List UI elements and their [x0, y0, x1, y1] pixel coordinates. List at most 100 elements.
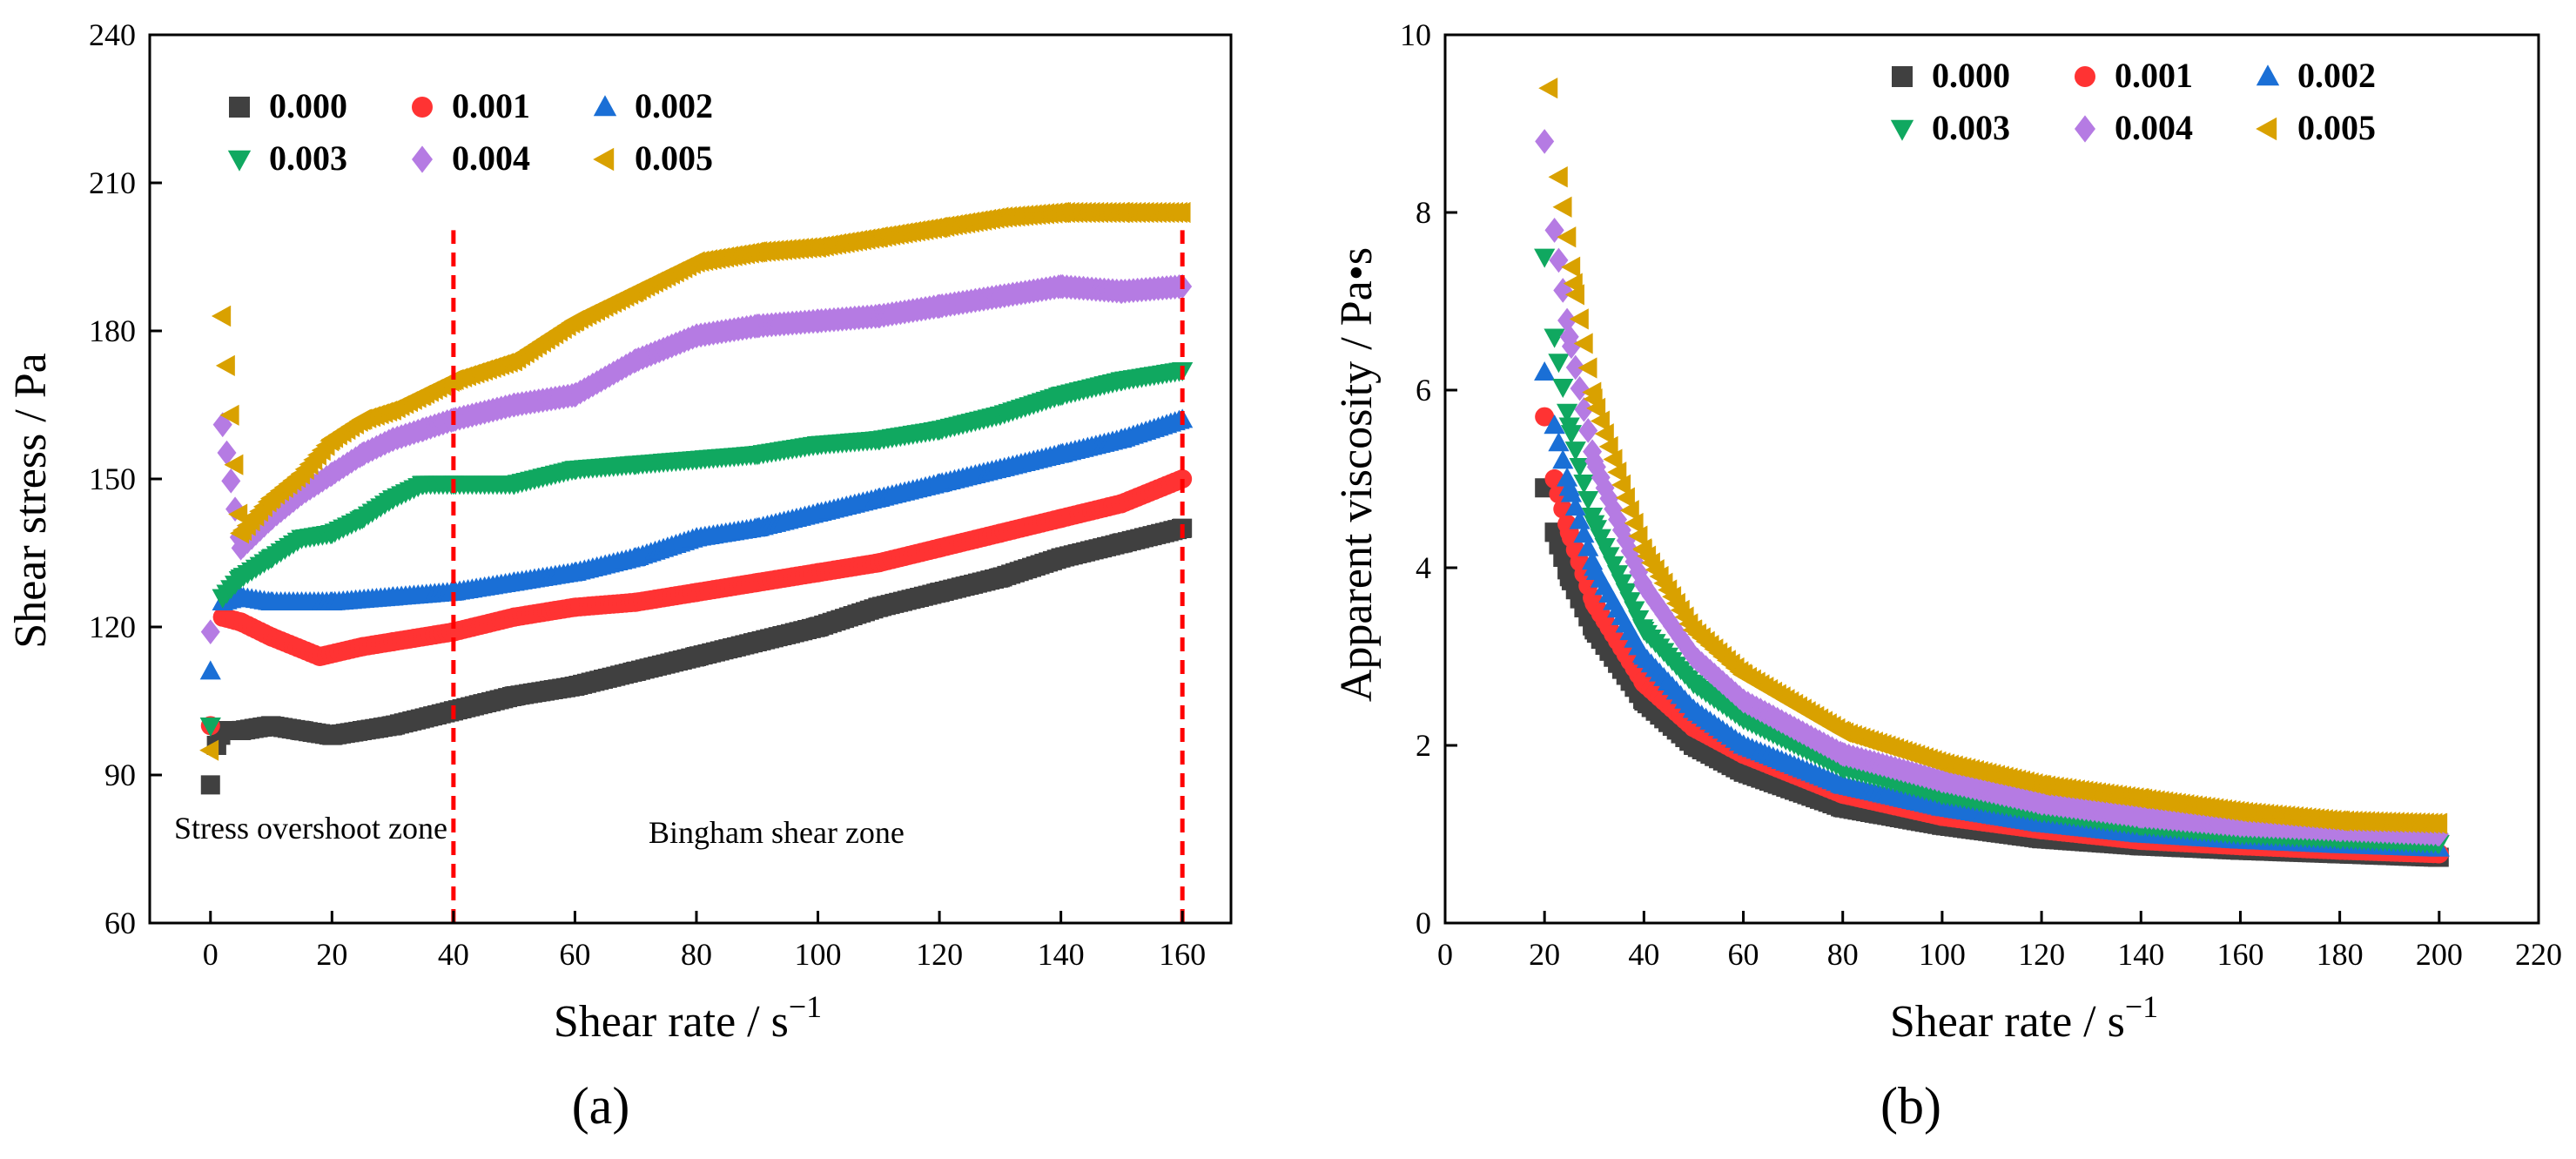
- data-point: [199, 739, 219, 761]
- trail-marker: [224, 454, 244, 475]
- trail-marker: [1549, 247, 1569, 273]
- trail-marker: [1556, 467, 1578, 487]
- legend-item-0.002: 0.002: [2256, 56, 2376, 95]
- trail-marker: [1573, 475, 1595, 495]
- trail-marker: [1624, 549, 1644, 575]
- trail-marker: [1624, 512, 1644, 535]
- data-point: [1534, 361, 1556, 381]
- legend-marker: [227, 150, 252, 172]
- x-tick-label: 80: [1827, 937, 1859, 972]
- trail-marker: [212, 412, 232, 437]
- trail-marker: [1590, 410, 1610, 432]
- legend-marker: [229, 97, 250, 118]
- legend-marker: [593, 95, 617, 117]
- legend-label: 0.004: [2115, 108, 2193, 147]
- y-tick-label: 120: [89, 610, 136, 644]
- series-0.001: [200, 469, 1193, 736]
- legend-item-0.005: 0.005: [593, 138, 713, 178]
- panel-a-label: (a): [572, 1077, 630, 1135]
- trail-marker: [1577, 357, 1597, 379]
- legend-label: 0.003: [269, 138, 347, 178]
- trail-marker: [1598, 435, 1618, 457]
- series-0.002: [199, 408, 1194, 680]
- x-tick-label: 80: [681, 937, 712, 972]
- x-tick-label: 20: [316, 937, 347, 972]
- legend-marker: [412, 97, 433, 118]
- series-0.000: [200, 518, 1193, 795]
- data-point: [1534, 248, 1556, 268]
- legend-marker: [1890, 119, 1914, 141]
- legend-marker: [2075, 66, 2095, 87]
- trail-marker: [1573, 523, 1595, 543]
- y-tick-label: 150: [89, 462, 136, 496]
- legend-label: 0.001: [2115, 56, 2193, 95]
- trail-marker: [1561, 334, 1581, 360]
- y-tick-label: 90: [104, 758, 136, 792]
- y-tick-label: 6: [1416, 373, 1431, 408]
- legend-item-0.004: 0.004: [2075, 108, 2193, 147]
- trail-marker: [1544, 328, 1565, 348]
- legend-item-0.004: 0.004: [412, 138, 530, 178]
- trail-marker: [217, 440, 237, 466]
- legend-item-0.000: 0.000: [1892, 56, 2010, 95]
- y-tick-label: 8: [1416, 195, 1431, 230]
- trail-marker: [1573, 333, 1593, 354]
- data-point: [200, 619, 220, 644]
- data-point: [1538, 77, 1558, 99]
- panel-b-x-axis-title: Shear rate / s−1: [1890, 989, 2158, 1047]
- panel-b-x-ticks: 0 20 40 60 80 100 120 140 160 180 200 220: [1437, 911, 2562, 972]
- legend-marker: [593, 147, 615, 172]
- trail-marker: [1569, 509, 1591, 529]
- y-tick-label: 0: [1416, 906, 1431, 940]
- legend-label: 0.003: [1932, 108, 2010, 147]
- trail-marker: [1548, 354, 1570, 374]
- series-0.005: [199, 201, 1191, 761]
- legend-label: 0.000: [269, 86, 347, 125]
- x-tick-label: 40: [1628, 937, 1659, 972]
- panel-b-label: (b): [1880, 1077, 1941, 1135]
- legend-marker: [2256, 117, 2277, 141]
- trail-marker: [1594, 423, 1614, 445]
- y-tick-label: 180: [89, 313, 136, 348]
- trail-marker: [1556, 403, 1578, 423]
- panel-a-legend: 0.000 0.001 0.002 0.003 0.004 0.005: [227, 86, 713, 178]
- trail-marker: [221, 468, 241, 494]
- panel-a-x-axis-title-superscript: −1: [789, 989, 822, 1024]
- trail-marker: [1560, 482, 1583, 502]
- panel-b-y-axis-title: Apparent viscosity / Pa•s: [1332, 247, 1382, 702]
- y-tick-label: 10: [1400, 17, 1431, 52]
- legend-item-0.003: 0.003: [227, 138, 347, 178]
- panel-a-y-axis-title: Shear stress / Pa: [6, 353, 56, 648]
- trail-marker: [1564, 284, 1584, 306]
- trail-marker: [1544, 218, 1564, 243]
- x-tick-label: 60: [559, 937, 590, 972]
- panel-a-x-ticks: 0 20 40 60 80 100 120 140 160: [203, 911, 1206, 972]
- trail-marker: [1628, 525, 1648, 547]
- legend-marker: [2075, 115, 2095, 143]
- legend-label: 0.005: [635, 138, 713, 178]
- panel-a-reference-lines: [451, 230, 1185, 923]
- legend-label: 0.001: [452, 86, 530, 125]
- legend-label: 0.000: [1932, 56, 2010, 95]
- trail-marker: [219, 404, 239, 426]
- trail-marker: [1577, 491, 1599, 511]
- trail-marker: [1561, 256, 1581, 278]
- trail-marker: [215, 354, 235, 376]
- legend-item-0.001: 0.001: [412, 86, 530, 125]
- y-tick-label: 60: [104, 906, 136, 940]
- trail-marker: [1552, 449, 1574, 469]
- x-tick-label: 100: [795, 937, 842, 972]
- series-0.003: [199, 361, 1194, 737]
- y-tick-label: 210: [89, 165, 136, 200]
- panel-b-y-ticks: 0 2 4 6 8 10: [1400, 17, 1457, 940]
- trail-marker: [1564, 441, 1586, 462]
- trail-marker: [1607, 462, 1627, 483]
- panel-b-series-layer: [1534, 77, 2450, 867]
- trail-marker: [1169, 470, 1189, 490]
- panel-b-plot-frame: [1443, 33, 2540, 925]
- trail-marker: [1570, 375, 1590, 401]
- trail-marker: [1564, 496, 1586, 516]
- data-point: [199, 660, 221, 680]
- trail-marker: [1604, 496, 1624, 522]
- trail-marker: [1615, 487, 1635, 509]
